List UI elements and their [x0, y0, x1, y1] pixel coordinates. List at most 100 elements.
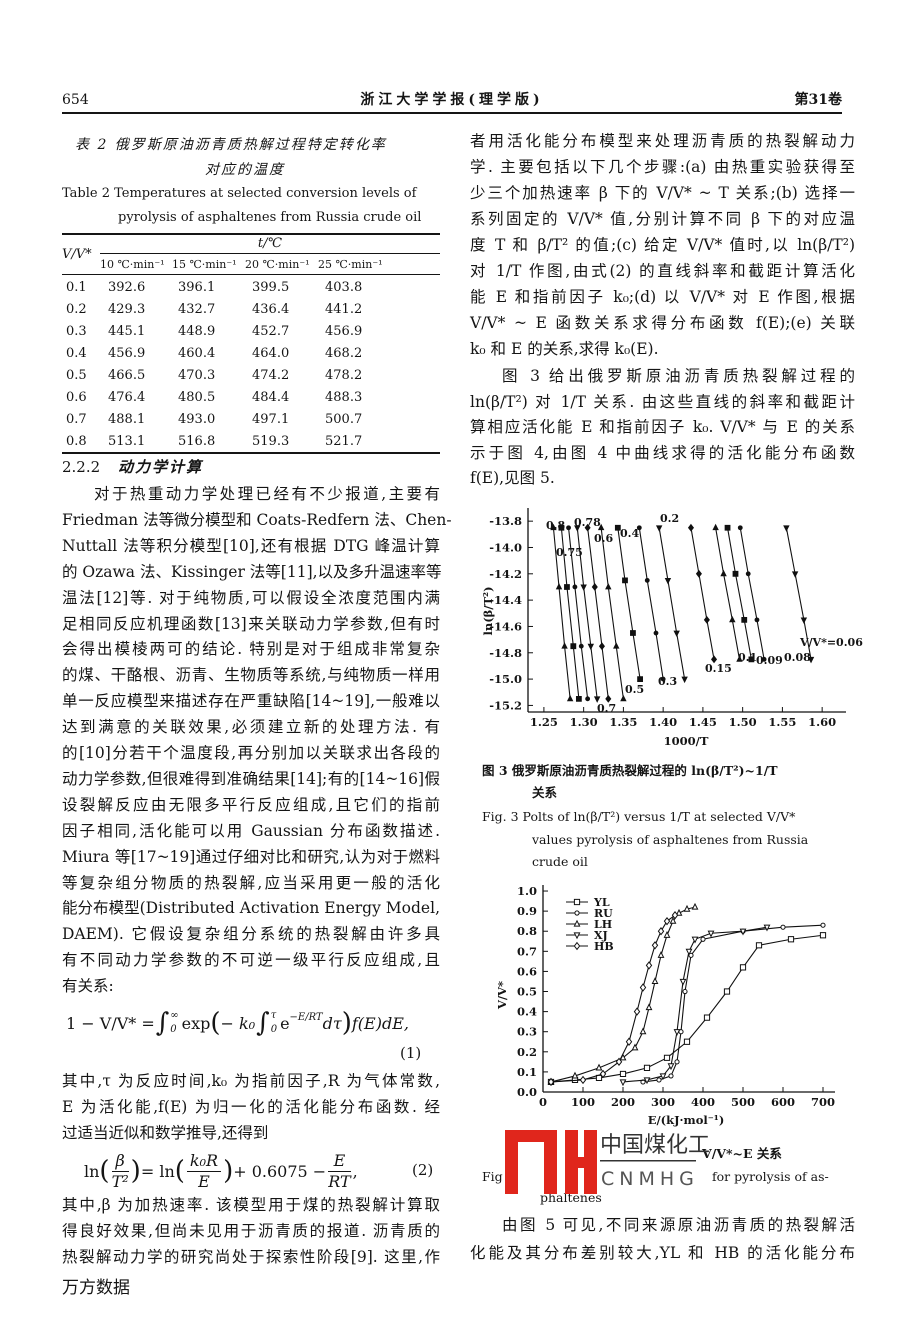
data-point [636, 525, 642, 531]
text-line: 其中,β 为加热速率. 该模型用于煤的热裂解计算取 [62, 1196, 440, 1214]
data-point [619, 1079, 627, 1087]
table-rule [62, 452, 440, 454]
x-tick-label: 0 [539, 1095, 547, 1109]
data-point [807, 656, 815, 664]
column-header: 10 ℃·min⁻¹ [100, 258, 165, 271]
series-label: 0.6 [594, 532, 613, 545]
table-cell: 476.4 [108, 390, 146, 405]
table-cell: 513.1 [108, 434, 146, 449]
table-cell: 0.8 [66, 434, 87, 449]
data-point [787, 936, 795, 943]
column-header: 15 ℃·min⁻¹ [172, 258, 237, 271]
table-cell: 399.5 [252, 280, 290, 295]
y-tick-label: 0.7 [517, 944, 537, 958]
table-cell: 392.6 [108, 280, 146, 295]
equation-part: ( [174, 1156, 185, 1186]
equation-part: T² [111, 1171, 129, 1191]
header-rule [62, 112, 842, 114]
legend-label: HB [594, 940, 614, 953]
table-cell: 432.7 [178, 302, 216, 317]
table-cell: 452.7 [252, 324, 290, 339]
data-point [578, 643, 584, 649]
text-line: 得良好效果,但尚未见用于沥青质的报道. 沥青质的 [62, 1222, 440, 1240]
legend-marker [573, 919, 581, 927]
text-line: 会得出模棱两可的结论. 特别是对于组成非常复杂 [62, 640, 440, 659]
data-point [657, 927, 665, 936]
watermark-text: 中国煤化工 [600, 1133, 710, 1158]
y-tick-label: 0.5 [517, 985, 537, 999]
table-cell: 516.8 [178, 434, 216, 449]
data-point [736, 655, 743, 662]
table-cell: 470.3 [178, 368, 216, 383]
text-line: f(E),见图 5. [470, 469, 555, 487]
data-point [663, 931, 671, 938]
table-rule [100, 253, 440, 254]
equation-part: k₀R [186, 1151, 222, 1172]
data-point [739, 964, 747, 971]
y-axis-label: ln(β/T²) [481, 586, 495, 635]
table-rule [62, 233, 440, 235]
legend-marker [574, 910, 580, 916]
equation-part: f(E)dE, [351, 1013, 409, 1033]
data-point [663, 916, 671, 926]
text-line: 温法[12]等. 对于纯物质,可以假设全浓度范围内满 [62, 588, 440, 607]
series-line [715, 527, 741, 660]
y-tick-label: 0.3 [517, 1025, 537, 1039]
data-point [741, 616, 748, 623]
data-point [619, 1070, 627, 1078]
legend-marker [573, 898, 581, 906]
data-point [729, 615, 736, 623]
data-point [584, 523, 591, 532]
data-point [675, 908, 683, 916]
section-number: 2.2.2 [62, 458, 101, 476]
series-label: 0.75 [556, 546, 583, 559]
data-point [555, 582, 563, 590]
data-point [599, 1069, 607, 1079]
data-point [633, 1007, 641, 1016]
legend-marker [573, 941, 581, 951]
data-point [622, 577, 628, 584]
table-cell: 445.1 [108, 324, 146, 339]
data-point [657, 951, 665, 958]
equation: ln ( β T² ) = ln ( k₀R E ) + 0.6075 − E RT … [84, 1150, 358, 1192]
series-line [550, 934, 824, 1083]
text-line: V/V* ~ E 函数关系求得分布函数 f(E);(e) 关联 [470, 314, 855, 332]
series-label: 0.78 [574, 516, 601, 529]
data-point [748, 656, 755, 663]
x-tick-label: 1.55 [768, 715, 796, 729]
data-point [820, 922, 826, 928]
legend-marker [573, 932, 581, 940]
data-point [780, 924, 786, 930]
figure-caption: 关系 [532, 785, 558, 800]
table-cell: 497.1 [252, 412, 290, 427]
table-cell: 474.2 [252, 368, 290, 383]
data-point [593, 696, 601, 703]
data-point [683, 904, 691, 912]
y-tick-label: 0.0 [517, 1085, 537, 1099]
text-line: 算相应活化能 E 和指前因子 k₀. V/V* 与 E 的关系 [470, 418, 855, 436]
equation-part: ) [130, 1156, 141, 1186]
data-point [620, 694, 627, 702]
logo-shape [544, 1130, 557, 1194]
table-cell: 500.7 [325, 412, 363, 427]
equation-part: β [111, 1151, 129, 1172]
x-axis-label: 1000/T [664, 734, 709, 748]
data-point [739, 928, 747, 936]
x-tick-label: 1.30 [570, 715, 598, 729]
text-line: 能 E 和指前因子 k₀;(d) 以 V/V* 对 E 作图,根据 [470, 288, 855, 306]
data-point [558, 524, 565, 531]
series-line [567, 527, 589, 699]
table-cell: 484.4 [252, 390, 290, 405]
data-point [643, 1077, 651, 1085]
page-number: 654 [62, 92, 89, 108]
figure-caption: V/V*~E 关系 [702, 1146, 782, 1161]
text-line: 少三个加热速率 β 下的 V/V* ~ T 关系;(b) 选择一 [470, 184, 855, 202]
x-tick-label: 1.45 [689, 715, 717, 729]
table-cell: 456.9 [108, 346, 146, 361]
data-point [685, 948, 693, 956]
data-point [656, 1077, 662, 1083]
series-line [739, 527, 765, 660]
data-point [681, 676, 688, 684]
